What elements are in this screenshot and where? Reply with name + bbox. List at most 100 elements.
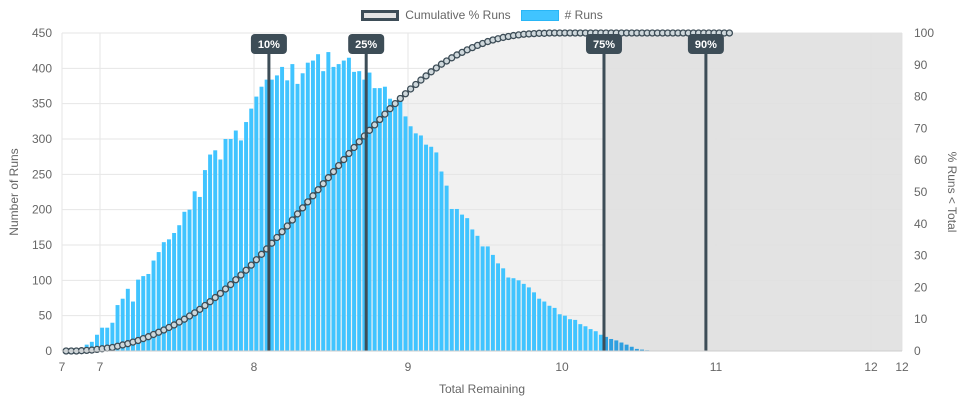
y-tick-label: 300 <box>32 132 52 146</box>
x-tick-label: 12 <box>864 360 878 374</box>
cumulative-point <box>180 315 189 323</box>
bar <box>254 96 259 351</box>
bar <box>110 322 115 351</box>
bar <box>115 305 120 351</box>
cumulative-point <box>304 198 312 206</box>
cumulative-point <box>391 99 399 108</box>
bar <box>547 305 552 351</box>
bar <box>388 98 393 351</box>
bar <box>264 79 269 351</box>
bar <box>629 346 634 351</box>
y-tick-label: 100 <box>32 273 52 287</box>
cumulative-point <box>370 121 379 129</box>
percentile-badge <box>585 34 622 54</box>
bar <box>609 338 614 351</box>
legend-swatch-cumulative <box>361 9 400 21</box>
cumulative-point <box>314 186 322 194</box>
bar <box>418 135 423 351</box>
bar <box>496 263 501 351</box>
bar <box>352 71 357 351</box>
bar <box>434 152 439 351</box>
percentile-badge <box>250 34 287 54</box>
bar <box>454 208 459 351</box>
bar <box>532 292 536 351</box>
cumulative-point <box>422 72 430 80</box>
bar <box>326 52 331 351</box>
bar <box>460 214 465 351</box>
y2-tick-label: 30 <box>914 249 928 263</box>
y-tick-label: 200 <box>32 203 52 217</box>
bar <box>372 88 377 352</box>
bar <box>202 170 207 351</box>
bar <box>208 154 213 351</box>
cumulative-point <box>396 94 404 103</box>
bar <box>568 319 572 351</box>
bar <box>516 280 521 351</box>
cumulative-point <box>319 180 327 188</box>
bar <box>130 301 135 351</box>
cumulative-point <box>417 76 425 84</box>
bar <box>341 60 346 352</box>
cumulative-area-shaded <box>603 33 902 351</box>
cumulative-point <box>278 228 286 236</box>
cumulative-point <box>334 161 343 170</box>
cumulative-point <box>386 105 394 113</box>
cumulative-point <box>242 266 250 274</box>
legend-item-cumulative[interactable]: Cumulative % Runs <box>361 8 511 22</box>
bar <box>316 54 321 351</box>
y-tick-label: 50 <box>39 309 53 323</box>
bar <box>640 349 644 351</box>
cumulative-point <box>247 261 255 269</box>
y2-tick-label: 70 <box>914 121 928 135</box>
bar <box>506 277 511 351</box>
cumulative-point <box>324 174 333 182</box>
bar <box>233 130 238 351</box>
cumulative-point <box>725 29 734 37</box>
bar <box>244 122 249 351</box>
cumulative-point <box>427 68 435 76</box>
cumulative-point <box>232 276 240 284</box>
cumulative-point <box>406 85 415 93</box>
bar <box>213 150 218 351</box>
bar <box>501 268 506 351</box>
cumulative-point <box>442 57 451 65</box>
y-tick-label: 250 <box>32 167 52 181</box>
bar <box>300 73 305 351</box>
bar <box>634 348 639 351</box>
bar <box>182 211 187 351</box>
legend-label-runs: # Runs <box>564 8 603 22</box>
cumulative-point <box>211 293 219 302</box>
cumulative-point <box>257 250 266 258</box>
y-tick-label: 350 <box>32 97 52 111</box>
y2-tick-label: 50 <box>914 185 928 199</box>
bar <box>470 229 475 351</box>
cumulative-point <box>221 285 230 293</box>
percentile-label: 25% <box>355 39 377 51</box>
cumulative-point <box>350 143 358 152</box>
bar <box>552 307 557 351</box>
bar <box>393 102 398 352</box>
legend-swatch-runs <box>520 9 559 21</box>
legend-item-runs[interactable]: # Runs <box>520 8 603 22</box>
bar <box>228 139 233 351</box>
bar <box>346 57 351 351</box>
bar <box>274 75 279 352</box>
percentile-badge <box>348 34 385 54</box>
cumulative-point <box>401 90 410 98</box>
cumulative-point <box>252 256 261 264</box>
percentile-badge <box>687 34 724 54</box>
cumulative-point <box>196 305 204 313</box>
bar <box>94 334 99 351</box>
bar <box>578 324 583 351</box>
bar <box>413 133 418 351</box>
cumulative-point <box>201 301 209 310</box>
y2-axis-title: % Runs < Total <box>945 152 959 233</box>
bar <box>100 327 105 351</box>
y-tick-label: 0 <box>45 344 52 358</box>
bar <box>367 72 372 351</box>
bar <box>218 159 223 351</box>
bar <box>588 329 593 351</box>
bar <box>583 326 588 351</box>
